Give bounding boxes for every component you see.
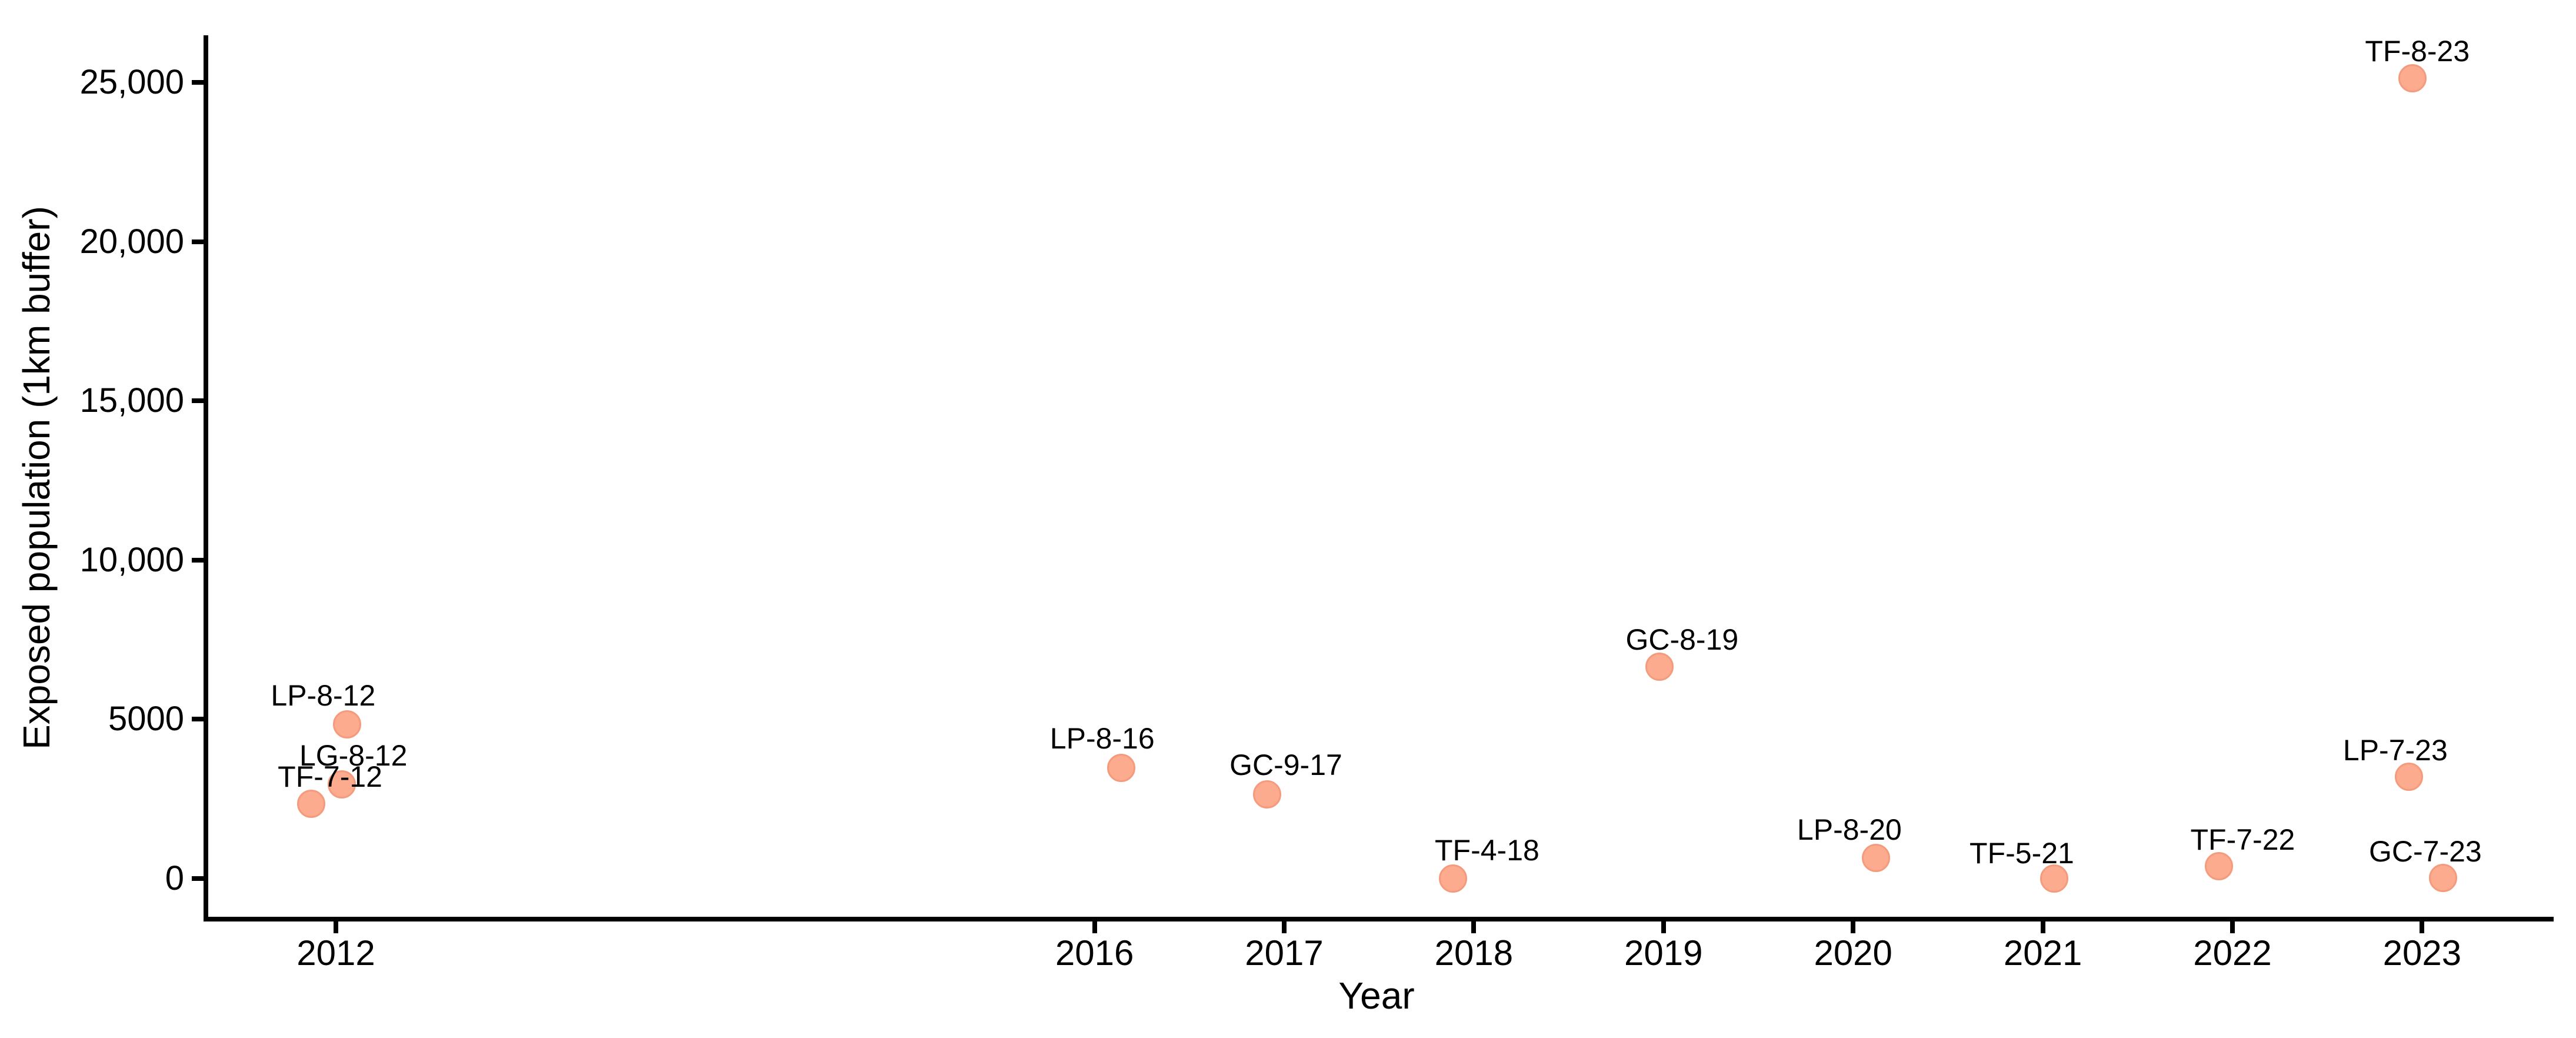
data-point-label: GC-8-19 xyxy=(1625,623,1739,657)
x-axis-title: Year xyxy=(1338,974,1415,1017)
data-point-label: GC-7-23 xyxy=(2368,834,2482,868)
data-point-label: LP-7-23 xyxy=(2342,733,2448,767)
x-tick-label: 2017 xyxy=(1245,933,1324,973)
data-point xyxy=(2040,864,2068,893)
y-tick-mark xyxy=(192,239,204,244)
x-tick-label: 2020 xyxy=(1814,933,1892,973)
data-point xyxy=(1861,843,1890,872)
y-axis-line xyxy=(204,35,208,921)
y-tick-label: 20,000 xyxy=(79,222,184,261)
x-tick-mark xyxy=(1092,921,1097,933)
y-tick-label: 5000 xyxy=(108,700,184,738)
data-point-label: LP-8-12 xyxy=(271,679,376,713)
data-point xyxy=(333,710,362,739)
x-tick-mark xyxy=(2040,921,2045,933)
x-tick-mark xyxy=(2420,921,2425,933)
x-tick-mark xyxy=(1471,921,1477,933)
x-tick-label: 2023 xyxy=(2382,933,2462,973)
data-point-label: LP-8-16 xyxy=(1049,722,1155,756)
data-point-label: TF-5-21 xyxy=(1970,837,2074,870)
data-point xyxy=(327,770,356,799)
data-point xyxy=(1252,780,1281,809)
x-tick-mark xyxy=(1661,921,1666,933)
data-point xyxy=(2398,64,2427,92)
data-point xyxy=(1107,754,1135,783)
data-point xyxy=(2428,863,2457,892)
data-point-label: TF-7-22 xyxy=(2190,823,2295,856)
x-axis-line xyxy=(204,917,2554,921)
y-tick-mark xyxy=(192,398,204,404)
data-point xyxy=(2205,851,2234,880)
x-tick-mark xyxy=(334,921,338,933)
x-tick-mark xyxy=(1851,921,1856,933)
x-tick-label: 2022 xyxy=(2193,933,2272,973)
data-point-label: LP-8-20 xyxy=(1797,813,1902,846)
y-tick-label: 15,000 xyxy=(79,381,184,420)
y-tick-mark xyxy=(192,717,204,722)
y-axis-title: Exposed population (1km buffer) xyxy=(15,206,58,750)
x-tick-label: 2016 xyxy=(1055,933,1134,973)
y-tick-label: 10,000 xyxy=(79,540,184,579)
data-point-label: LG-8-12 xyxy=(299,739,408,773)
x-tick-label: 2019 xyxy=(1624,933,1703,973)
data-point-label: TF-8-23 xyxy=(2365,34,2470,68)
data-point xyxy=(1645,653,1674,681)
y-tick-mark xyxy=(192,557,204,563)
data-point-label: GC-9-17 xyxy=(1229,748,1342,782)
x-tick-label: 2021 xyxy=(2003,933,2082,973)
data-point xyxy=(2394,762,2423,791)
data-point xyxy=(1438,864,1467,893)
y-tick-label: 0 xyxy=(165,859,184,897)
x-tick-mark xyxy=(1282,921,1287,933)
y-tick-mark xyxy=(192,876,204,881)
x-tick-mark xyxy=(2230,921,2235,933)
data-point-label: TF-4-18 xyxy=(1435,834,1539,867)
y-tick-mark xyxy=(192,80,204,85)
y-tick-label: 25,000 xyxy=(79,63,184,101)
x-tick-label: 2018 xyxy=(1434,933,1514,973)
data-point-label: TF-7-12 xyxy=(278,760,382,793)
x-tick-label: 2012 xyxy=(296,933,375,973)
data-point xyxy=(297,789,326,818)
